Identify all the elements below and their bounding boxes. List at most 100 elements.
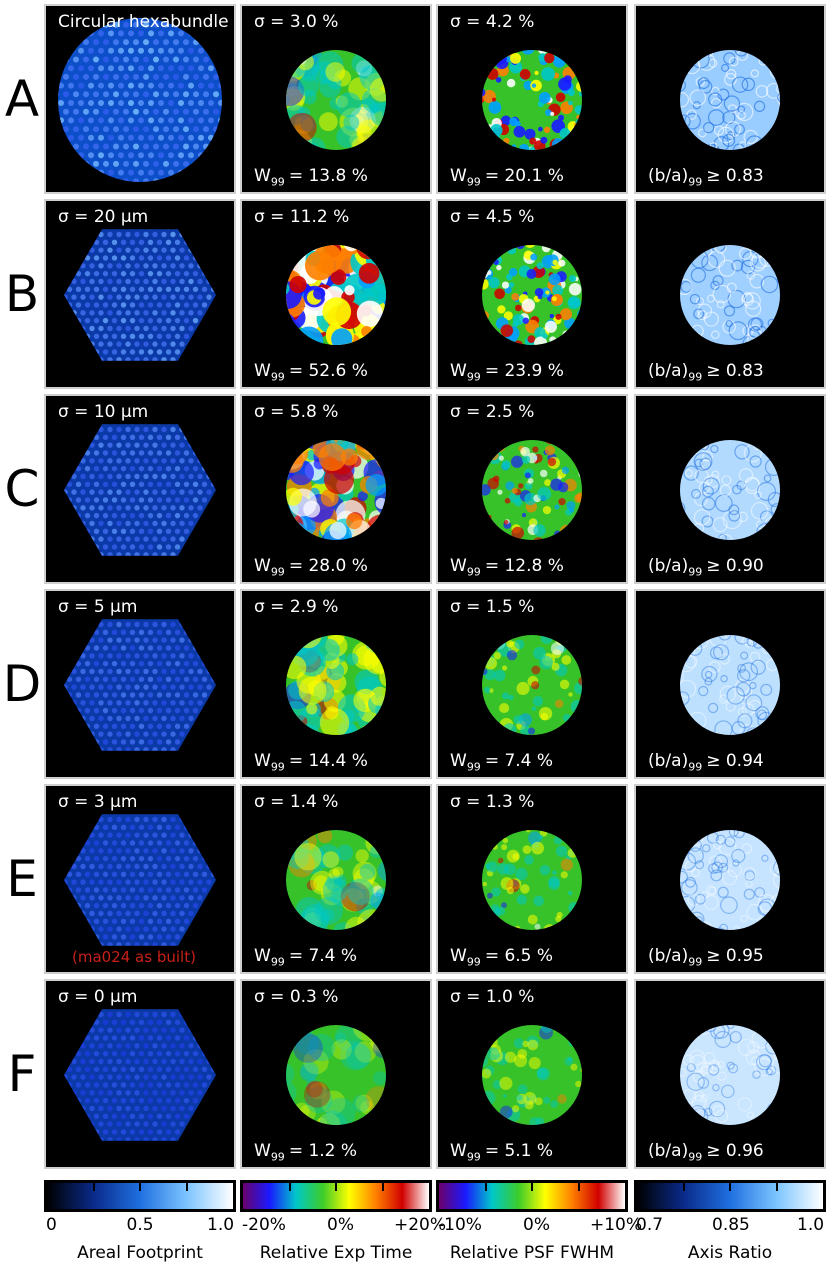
w-symbol: W bbox=[450, 556, 467, 576]
colorbar bbox=[44, 1180, 236, 1212]
exp-w99: W99 = 13.8 % bbox=[254, 166, 368, 188]
colorbar-tick-label: 0.5 bbox=[126, 1215, 154, 1235]
map-exptime bbox=[286, 440, 386, 540]
footprint-text: σ = 0 μm bbox=[58, 987, 138, 1007]
w-subscript: 99 bbox=[270, 370, 285, 384]
build-note: (ma024 as built) bbox=[72, 948, 196, 966]
colorbar-tick-label: 0.85 bbox=[712, 1215, 750, 1235]
w-subscript: 99 bbox=[466, 955, 481, 969]
w-subscript: 99 bbox=[466, 760, 481, 774]
map-psf bbox=[482, 50, 582, 150]
panel-axisratio: (b/a)99 ≥ 0.83 bbox=[634, 4, 826, 194]
footprint-text: σ = 3 μm bbox=[58, 792, 138, 812]
panel-footprint: σ = 20 μm bbox=[44, 199, 236, 389]
footprint-label: σ = 10 μm bbox=[58, 402, 148, 422]
axis-ratio-label: (b/a)99 ≥ 0.96 bbox=[648, 1141, 764, 1163]
exp-w99: W99 = 1.2 % bbox=[254, 1141, 357, 1163]
exp-w99: W99 = 7.4 % bbox=[254, 946, 357, 968]
colorbar-tick-label: 0.7 bbox=[636, 1215, 664, 1235]
w-symbol: W bbox=[254, 556, 271, 576]
exp-sigma-text: σ = 5.8 % bbox=[254, 402, 339, 422]
ba-prefix: (b/a) bbox=[648, 556, 689, 576]
panel-psf: σ = 4.2 % W99 = 20.1 % bbox=[436, 4, 628, 194]
exp-w-value: = 13.8 % bbox=[288, 166, 368, 186]
ba-subscript: 99 bbox=[688, 565, 703, 579]
map-axisratio bbox=[680, 830, 780, 930]
exp-w99: W99 = 28.0 % bbox=[254, 556, 368, 578]
colorbar-tick bbox=[682, 1183, 685, 1191]
colorbar-tick bbox=[531, 1183, 533, 1191]
exp-w-value: = 7.4 % bbox=[288, 946, 358, 966]
colorbar-tick bbox=[484, 1183, 487, 1191]
footprint-label: σ = 0 μm bbox=[58, 987, 137, 1007]
panel-exptime: σ = 1.4 % W99 = 7.4 % bbox=[240, 784, 432, 974]
exp-w-value: = 14.4 % bbox=[288, 751, 368, 771]
colorbar-tick bbox=[288, 1183, 291, 1191]
panel-footprint: σ = 10 μm bbox=[44, 394, 236, 584]
psf-sigma: σ = 4.5 % bbox=[450, 207, 534, 227]
exp-sigma: σ = 11.2 % bbox=[254, 207, 349, 227]
exp-sigma: σ = 0.3 % bbox=[254, 987, 338, 1007]
psf-sigma-text: σ = 4.5 % bbox=[450, 207, 535, 227]
exp-sigma-text: σ = 2.9 % bbox=[254, 597, 339, 617]
axis-ratio-value: ≥ 0.95 bbox=[706, 946, 764, 966]
colorbar-tick-label: -10% bbox=[438, 1215, 482, 1235]
psf-sigma-text: σ = 1.5 % bbox=[450, 597, 535, 617]
exp-sigma: σ = 5.8 % bbox=[254, 402, 338, 422]
psf-sigma: σ = 1.5 % bbox=[450, 597, 534, 617]
panel-exptime: σ = 0.3 % W99 = 1.2 % bbox=[240, 979, 432, 1169]
panel-psf: σ = 4.5 % W99 = 23.9 % bbox=[436, 199, 628, 389]
exp-w99: W99 = 52.6 % bbox=[254, 361, 368, 383]
w-subscript: 99 bbox=[466, 1150, 481, 1164]
psf-sigma-text: σ = 1.0 % bbox=[450, 987, 535, 1007]
panel-psf: σ = 1.5 % W99 = 7.4 % bbox=[436, 589, 628, 779]
psf-w99: W99 = 23.9 % bbox=[450, 361, 564, 383]
row-label: E bbox=[6, 850, 38, 908]
colorbar-tick bbox=[139, 1183, 141, 1191]
axis-ratio-label: (b/a)99 ≥ 0.90 bbox=[648, 556, 764, 578]
map-psf bbox=[482, 635, 582, 735]
map-exptime bbox=[286, 1025, 386, 1125]
colorbar-tick-label: +10% bbox=[590, 1215, 643, 1235]
panel-exptime: σ = 2.9 % W99 = 14.4 % bbox=[240, 589, 432, 779]
w-symbol: W bbox=[254, 1141, 271, 1161]
map-psf bbox=[482, 1025, 582, 1125]
psf-w-value: = 20.1 % bbox=[484, 166, 564, 186]
panel-footprint: σ = 5 μm bbox=[44, 589, 236, 779]
w-subscript: 99 bbox=[270, 565, 285, 579]
psf-sigma: σ = 1.0 % bbox=[450, 987, 534, 1007]
colorbar-tick bbox=[577, 1183, 580, 1191]
map-psf bbox=[482, 830, 582, 930]
panel-psf: σ = 1.3 % W99 = 6.5 % bbox=[436, 784, 628, 974]
exp-sigma-text: σ = 11.2 % bbox=[254, 207, 350, 227]
map-psf bbox=[482, 440, 582, 540]
colorbar-tick-label: 1.0 bbox=[207, 1215, 235, 1235]
footprint-text: Circular hexabundle bbox=[58, 12, 229, 32]
map-footprint bbox=[64, 1009, 216, 1141]
panel-footprint: Circular hexabundle bbox=[44, 4, 236, 194]
map-axisratio bbox=[680, 245, 780, 345]
row-label: D bbox=[2, 655, 42, 713]
ba-prefix: (b/a) bbox=[648, 1141, 689, 1161]
colorbar-tick-label: 0% bbox=[523, 1215, 550, 1235]
psf-w99: W99 = 5.1 % bbox=[450, 1141, 553, 1163]
axis-ratio-value: ≥ 0.83 bbox=[706, 361, 764, 381]
psf-w-value: = 6.5 % bbox=[484, 946, 554, 966]
colorbar-tick-label: 0 bbox=[46, 1215, 57, 1235]
footprint-label: Circular hexabundle bbox=[58, 12, 229, 32]
ba-subscript: 99 bbox=[688, 175, 703, 189]
psf-w-value: = 5.1 % bbox=[484, 1141, 554, 1161]
colorbar-tick bbox=[775, 1183, 778, 1191]
colorbar-title: Relative Exp Time bbox=[259, 1243, 413, 1263]
colorbar bbox=[240, 1180, 432, 1212]
ba-subscript: 99 bbox=[688, 370, 703, 384]
axis-ratio-label: (b/a)99 ≥ 0.94 bbox=[648, 751, 764, 773]
ba-prefix: (b/a) bbox=[648, 946, 689, 966]
map-axisratio bbox=[680, 635, 780, 735]
row-label: F bbox=[7, 1045, 37, 1103]
panel-exptime: σ = 3.0 % W99 = 13.8 % bbox=[240, 4, 432, 194]
panel-psf: σ = 2.5 % W99 = 12.8 % bbox=[436, 394, 628, 584]
map-footprint bbox=[58, 18, 222, 182]
map-footprint bbox=[64, 424, 216, 556]
psf-sigma-text: σ = 4.2 % bbox=[450, 12, 535, 32]
